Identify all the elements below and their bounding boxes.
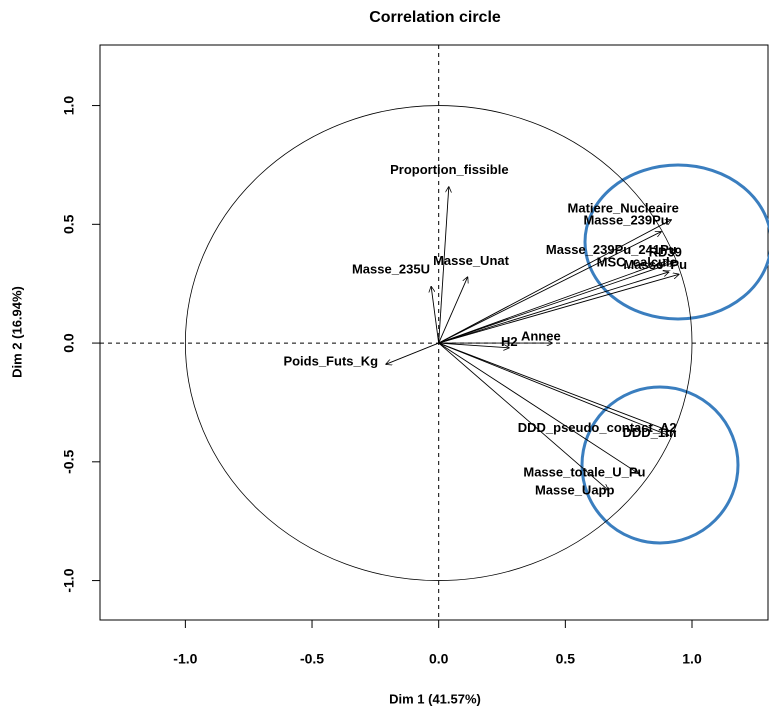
arrow-label: RD39: [649, 245, 682, 260]
x-tick-label: 0.5: [556, 651, 576, 667]
y-tick-label: 0.5: [61, 214, 77, 234]
arrow: [385, 342, 439, 364]
arrow-label: DDD_1m: [622, 425, 676, 440]
y-tick-label: 0.0: [61, 333, 77, 353]
arrow: [438, 342, 670, 431]
y-tick-label: -0.5: [61, 450, 77, 474]
unit-circle: [184, 105, 693, 581]
arrow-label: Proportion_fissible: [390, 162, 508, 177]
x-tick-label: 1.0: [682, 651, 702, 667]
arrow: [438, 342, 510, 348]
arrow-label: Masse_Unat: [433, 253, 510, 268]
x-tick-label: -1.0: [173, 651, 197, 667]
arrow: [438, 231, 662, 344]
arrow: [438, 274, 680, 344]
y-tick-label: -1.0: [61, 568, 77, 592]
arrow-label: Masse_235U: [352, 262, 430, 277]
arrow-label: MSC_calcule: [597, 254, 677, 269]
arrow: [431, 286, 440, 344]
plot-frame: [99, 44, 769, 621]
arrow-label: DDD_pseudo_contact_A2: [518, 420, 677, 435]
arrow: [438, 262, 675, 344]
y-tick-label: 1.0: [61, 96, 77, 116]
arrow-label: Masse_239Pu_241Pu: [546, 242, 677, 257]
arrow: [438, 342, 670, 436]
arrow-label: H2: [501, 334, 518, 349]
highlight-ellipse: [580, 385, 740, 545]
arrow: [438, 219, 672, 344]
arrow-label: Annee: [521, 329, 561, 344]
arrow: [438, 260, 670, 344]
x-tick-label: 0.0: [429, 651, 449, 667]
x-axis-label: Dim 1 (41.57%): [389, 691, 481, 706]
arrow-label: Poids_Futs_Kg: [283, 354, 378, 369]
arrow: [438, 277, 468, 344]
arrow: [438, 342, 639, 474]
x-tick-label: -0.5: [300, 651, 324, 667]
chart-title: Correlation circle: [369, 9, 501, 26]
arrow: [438, 186, 449, 344]
arrow-label: Masse_Uapp: [535, 482, 615, 497]
arrow: [438, 342, 609, 490]
highlight-ellipse: [583, 163, 769, 321]
arrow-label: Masse_Pu: [623, 257, 687, 272]
arrow-label: Masse_239Pu: [583, 212, 668, 227]
arrow: [438, 272, 670, 344]
arrow-label: Masse_totale_U_Pu: [523, 465, 645, 480]
y-axis-label: Dim 2 (16.94%): [9, 286, 24, 378]
arrow-label: Matiere_Nucleaire: [568, 200, 679, 215]
